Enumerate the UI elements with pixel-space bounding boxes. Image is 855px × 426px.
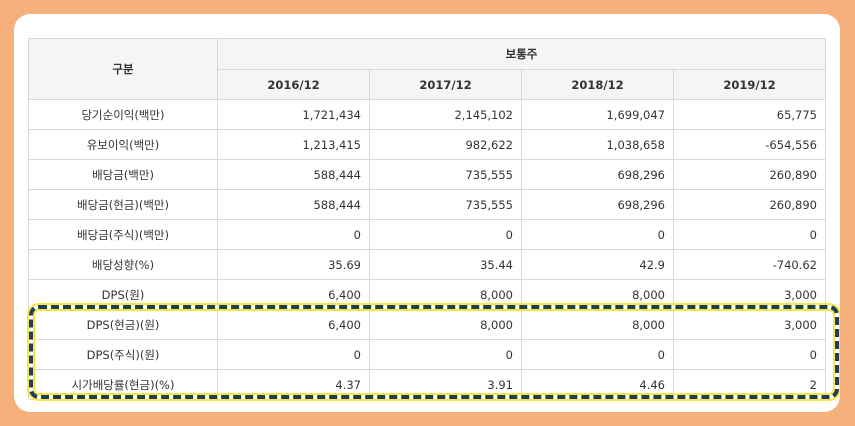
table-row: DPS(원) 6,400 8,000 8,000 3,000 <box>28 279 826 310</box>
row-value: 8,000 <box>521 279 674 310</box>
row-value: -740.62 <box>673 249 826 280</box>
row-label: 배당금(현금)(백만) <box>28 189 218 220</box>
table-row: 배당성향(%) 35.69 35.44 42.9 -740.62 <box>28 249 826 280</box>
row-value: 0 <box>673 339 826 370</box>
row-value: 0 <box>369 339 522 370</box>
row-value: 0 <box>673 219 826 250</box>
row-value: 698,296 <box>521 189 674 220</box>
table-row: 유보이익(백만) 1,213,415 982,622 1,038,658 -654,55… <box>28 129 826 160</box>
row-value: 35.44 <box>369 249 522 280</box>
row-value: 735,555 <box>369 189 522 220</box>
row-value: 1,213,415 <box>217 129 370 160</box>
row-value: -654,556 <box>673 129 826 160</box>
row-label: 배당금(백만) <box>28 159 218 190</box>
header-year: 2018/12 <box>521 69 674 100</box>
row-label: 유보이익(백만) <box>28 129 218 160</box>
row-value: 3.91 <box>369 369 522 400</box>
row-value: 2 <box>673 369 826 400</box>
table-row: 배당금(주식)(백만) 0 0 0 0 <box>28 219 826 250</box>
header-year: 2017/12 <box>369 69 522 100</box>
row-value: 1,699,047 <box>521 99 674 130</box>
row-label: 배당성향(%) <box>28 249 218 280</box>
row-label: DPS(원) <box>28 279 218 310</box>
table-row: 시가배당률(현금)(%) 4.37 3.91 4.46 2 <box>28 369 826 400</box>
row-value: 588,444 <box>217 189 370 220</box>
row-value: 2,145,102 <box>369 99 522 130</box>
row-value: 6,400 <box>217 309 370 340</box>
row-value: 35.69 <box>217 249 370 280</box>
row-value: 588,444 <box>217 159 370 190</box>
row-label: DPS(주식)(원) <box>28 339 218 370</box>
row-value: 0 <box>369 219 522 250</box>
row-value: 0 <box>217 339 370 370</box>
table-row: DPS(주식)(원) 0 0 0 0 <box>28 339 826 370</box>
row-label: 배당금(주식)(백만) <box>28 219 218 250</box>
row-value: 8,000 <box>369 279 522 310</box>
row-value: 8,000 <box>369 309 522 340</box>
row-value: 698,296 <box>521 159 674 190</box>
row-value: 260,890 <box>673 159 826 190</box>
row-value: 42.9 <box>521 249 674 280</box>
row-value: 0 <box>521 339 674 370</box>
table-row: 당기순이익(백만) 1,721,434 2,145,102 1,699,047 65,7… <box>28 99 826 130</box>
row-value: 65,775 <box>673 99 826 130</box>
row-value: 4.37 <box>217 369 370 400</box>
header-year: 2016/12 <box>217 69 370 100</box>
header-year: 2019/12 <box>673 69 826 100</box>
table-row: 배당금(백만) 588,444 735,555 698,296 260,890 <box>28 159 826 190</box>
row-label: 시가배당률(현금)(%) <box>28 369 218 400</box>
row-value: 0 <box>521 219 674 250</box>
row-value: 3,000 <box>673 309 826 340</box>
row-value: 1,038,658 <box>521 129 674 160</box>
row-label: DPS(현금)(원) <box>28 309 218 340</box>
dividend-table: 구분 보통주 2016/12 2017/12 2018/12 2019/12 당… <box>28 38 826 400</box>
row-value: 6,400 <box>217 279 370 310</box>
content-frame: 구분 보통주 2016/12 2017/12 2018/12 2019/12 당… <box>14 14 840 412</box>
row-value: 982,622 <box>369 129 522 160</box>
row-value: 0 <box>217 219 370 250</box>
row-label: 당기순이익(백만) <box>28 99 218 130</box>
row-value: 735,555 <box>369 159 522 190</box>
row-value: 1,721,434 <box>217 99 370 130</box>
row-value: 3,000 <box>673 279 826 310</box>
row-value: 8,000 <box>521 309 674 340</box>
table-row: DPS(현금)(원) 6,400 8,000 8,000 3,000 <box>28 309 826 340</box>
header-category: 구분 <box>28 38 218 100</box>
header-common-stock: 보통주 <box>217 38 826 70</box>
table-row: 배당금(현금)(백만) 588,444 735,555 698,296 260,890 <box>28 189 826 220</box>
row-value: 4.46 <box>521 369 674 400</box>
row-value: 260,890 <box>673 189 826 220</box>
